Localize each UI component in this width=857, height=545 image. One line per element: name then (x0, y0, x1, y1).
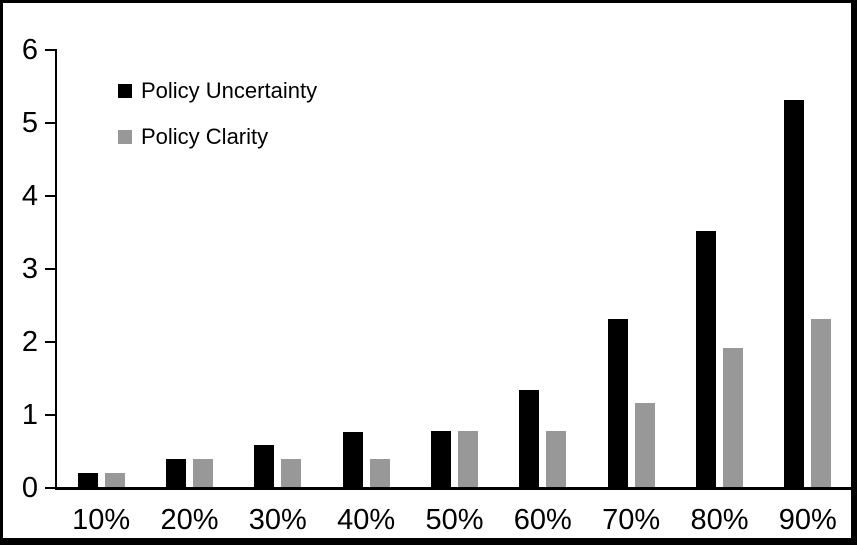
bar-policy-uncertainty (607, 319, 628, 487)
bar-group (322, 49, 410, 487)
bar-group (675, 49, 763, 487)
y-tick-label: 4 (21, 180, 38, 212)
bar-group (499, 49, 587, 487)
bar-policy-clarity (369, 459, 390, 487)
bar-policy-clarity (281, 459, 302, 487)
bar-policy-uncertainty (695, 231, 716, 487)
bar-group (587, 49, 675, 487)
x-axis-labels: 10% 20% 30% 40% 50% 60% 70% 80% 90% (57, 504, 851, 536)
x-tick-label: 50% (425, 504, 484, 536)
x-tick-label: 20% (160, 504, 219, 536)
bar-policy-clarity (811, 319, 832, 487)
legend-label-policy-uncertainty: Policy Uncertainty (141, 78, 318, 103)
y-tick-mark (45, 122, 55, 124)
y-tick-mark (45, 341, 55, 343)
bar-policy-clarity (192, 459, 213, 487)
bar-policy-uncertainty (430, 431, 451, 487)
y-tick-mark (45, 195, 55, 197)
bar-group (410, 49, 498, 487)
x-tick-label: 40% (337, 504, 396, 536)
bar-policy-uncertainty (519, 390, 540, 487)
legend-label-policy-clarity: Policy Clarity (141, 124, 269, 149)
legend-item-policy-clarity: Policy Clarity (118, 124, 317, 149)
bar-group (234, 49, 322, 487)
x-tick-label: 30% (248, 504, 307, 536)
y-tick-label: 6 (21, 34, 38, 66)
x-tick-label: 80% (690, 504, 749, 536)
legend-swatch-policy-uncertainty (118, 84, 132, 98)
bar-group (764, 49, 851, 487)
legend-swatch-policy-clarity (118, 130, 132, 144)
bar-policy-uncertainty (165, 459, 186, 487)
legend-item-policy-uncertainty: Policy Uncertainty (118, 78, 318, 103)
bar-policy-uncertainty (784, 100, 805, 487)
bar-policy-clarity (104, 473, 125, 487)
y-tick-mark (45, 268, 55, 270)
y-tick-label: 3 (21, 253, 38, 285)
bar-policy-clarity (457, 431, 478, 487)
bar-policy-uncertainty (77, 473, 98, 487)
bar-policy-uncertainty (254, 445, 275, 487)
bar-policy-clarity (722, 348, 743, 487)
x-tick-label: 70% (602, 504, 661, 536)
y-tick-label: 0 (21, 472, 38, 504)
bar-group (57, 49, 145, 487)
plot-area (55, 49, 851, 490)
bar-policy-clarity (634, 403, 655, 487)
bar-policy-clarity (546, 431, 567, 487)
y-tick-mark (45, 49, 55, 51)
bar-group (145, 49, 233, 487)
x-tick-label: 60% (513, 504, 572, 536)
y-tick-mark (45, 487, 55, 489)
y-tick-label: 2 (21, 326, 38, 358)
bar-policy-uncertainty (342, 432, 363, 487)
x-tick-label: 10% (72, 504, 131, 536)
y-tick-label: 5 (21, 107, 38, 139)
y-tick-label: 1 (21, 399, 38, 431)
x-tick-label: 90% (778, 504, 837, 536)
bar-groups (57, 49, 851, 487)
y-tick-mark (45, 414, 55, 416)
legend: Policy Uncertainty Policy Clarity (118, 78, 318, 172)
